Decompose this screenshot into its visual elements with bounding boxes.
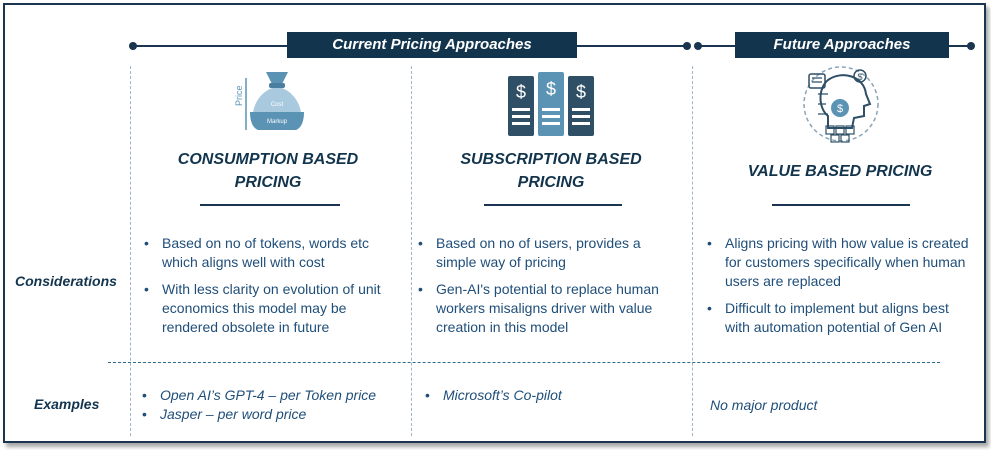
- value-no-examples-text: No major product: [710, 397, 818, 413]
- svg-text:$: $: [546, 79, 556, 99]
- header-rule-mid-left: [577, 45, 685, 47]
- svg-text:$: $: [516, 82, 526, 102]
- list-item: Based on no of tokens, words etc which a…: [142, 234, 396, 272]
- future-approaches-header: Future Approaches: [735, 32, 949, 58]
- header-rule-mid-right: [698, 45, 735, 47]
- title-underline: [772, 204, 910, 206]
- line-endpoint-dot: [683, 42, 691, 50]
- subscription-pricing-title: SUBSCRIPTION BASED PRICING: [460, 151, 642, 191]
- header-rule-left: [133, 45, 288, 47]
- list-item: Jasper – per word price: [140, 405, 406, 424]
- svg-text:$: $: [576, 82, 586, 102]
- subscription-considerations-list: Based on no of users, provides a simple …: [416, 234, 678, 345]
- column-divider: [411, 66, 412, 436]
- line-endpoint-dot: [967, 42, 975, 50]
- price-axis-label: Price: [234, 85, 244, 106]
- money-bag-icon: Price Cost Markup: [228, 66, 318, 138]
- diagram-frame: [3, 3, 986, 443]
- title-underline: [200, 204, 340, 206]
- svg-text:$: $: [837, 103, 843, 115]
- svg-text:$: $: [857, 72, 862, 82]
- list-item: With less clarity on evolution of unit e…: [142, 280, 396, 337]
- consumption-examples-list: Open AI’s GPT-4 – per Token price Jasper…: [140, 386, 406, 424]
- column-divider: [130, 66, 131, 436]
- ai-head-value-icon: $ $: [798, 64, 884, 146]
- header-rule-right: [949, 45, 971, 47]
- current-approaches-header: Current Pricing Approaches: [287, 32, 577, 58]
- markup-label: Markup: [267, 119, 288, 125]
- consumption-pricing-title: CONSUMPTION BASED PRICING: [177, 151, 359, 191]
- row-separator: [108, 362, 940, 363]
- subscription-examples-list: Microsoft’s Co-pilot: [423, 386, 683, 405]
- cost-label: Cost: [271, 102, 284, 108]
- consumption-considerations-list: Based on no of tokens, words etc which a…: [142, 234, 396, 345]
- considerations-row-label: Considerations: [15, 273, 117, 289]
- value-considerations-list: Aligns pricing with how value is created…: [705, 234, 970, 345]
- list-item: Gen-AI's potential to replace human work…: [416, 280, 678, 337]
- list-item: Open AI’s GPT-4 – per Token price: [140, 386, 406, 405]
- value-pricing-title: VALUE BASED PRICING: [747, 163, 933, 180]
- list-item: Difficult to implement but aligns best w…: [705, 299, 970, 337]
- title-underline: [484, 204, 622, 206]
- list-item: Based on no of users, provides a simple …: [416, 234, 678, 272]
- dollar-servers-icon: $ $ $: [505, 70, 597, 138]
- list-item: Microsoft’s Co-pilot: [423, 386, 683, 405]
- column-divider: [692, 66, 693, 436]
- list-item: Aligns pricing with how value is created…: [705, 234, 970, 291]
- examples-row-label: Examples: [34, 396, 100, 412]
